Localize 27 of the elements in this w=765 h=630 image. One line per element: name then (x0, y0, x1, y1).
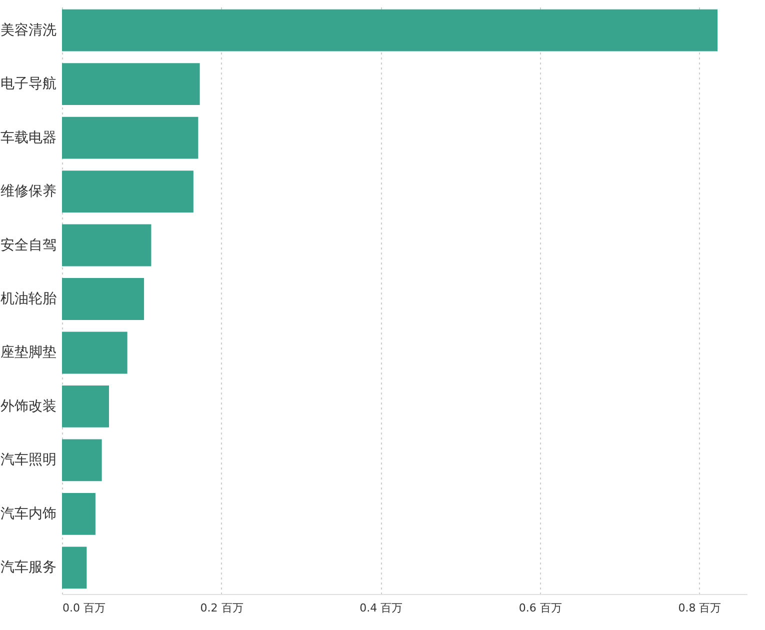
x-tick-label: 0.6 百万 (518, 602, 562, 614)
bar (62, 386, 109, 428)
y-tick-label: 汽车内饰 (0, 506, 56, 522)
y-tick-label: 外饰改装 (0, 398, 56, 414)
x-tick-label: 0.2 百万 (200, 602, 244, 614)
bar (62, 63, 200, 106)
bar (62, 116, 198, 159)
y-tick-label: 维修保养 (0, 184, 56, 200)
bar (62, 332, 128, 374)
bar (62, 439, 102, 482)
x-tick-label: 0.0 百万 (62, 602, 106, 614)
x-tick-label: 0.4 百万 (360, 602, 403, 614)
y-tick-label: 车载电器 (0, 130, 56, 146)
y-tick-label: 汽车服务 (0, 560, 56, 576)
y-tick-label: 座垫脚垫 (0, 344, 56, 361)
bar (62, 278, 144, 320)
y-tick-label: 汽车照明 (0, 452, 56, 468)
bar (62, 224, 152, 266)
bar (62, 546, 87, 589)
y-tick-label: 电子导航 (0, 76, 56, 92)
x-tick-label: 0.8 百万 (678, 602, 722, 614)
bar (62, 492, 96, 535)
y-tick-label: 美容清洗 (0, 22, 56, 38)
y-tick-label: 机油轮胎 (0, 291, 56, 307)
bar (62, 170, 194, 212)
bar (62, 9, 718, 52)
y-tick-label: 安全自驾 (0, 237, 56, 254)
